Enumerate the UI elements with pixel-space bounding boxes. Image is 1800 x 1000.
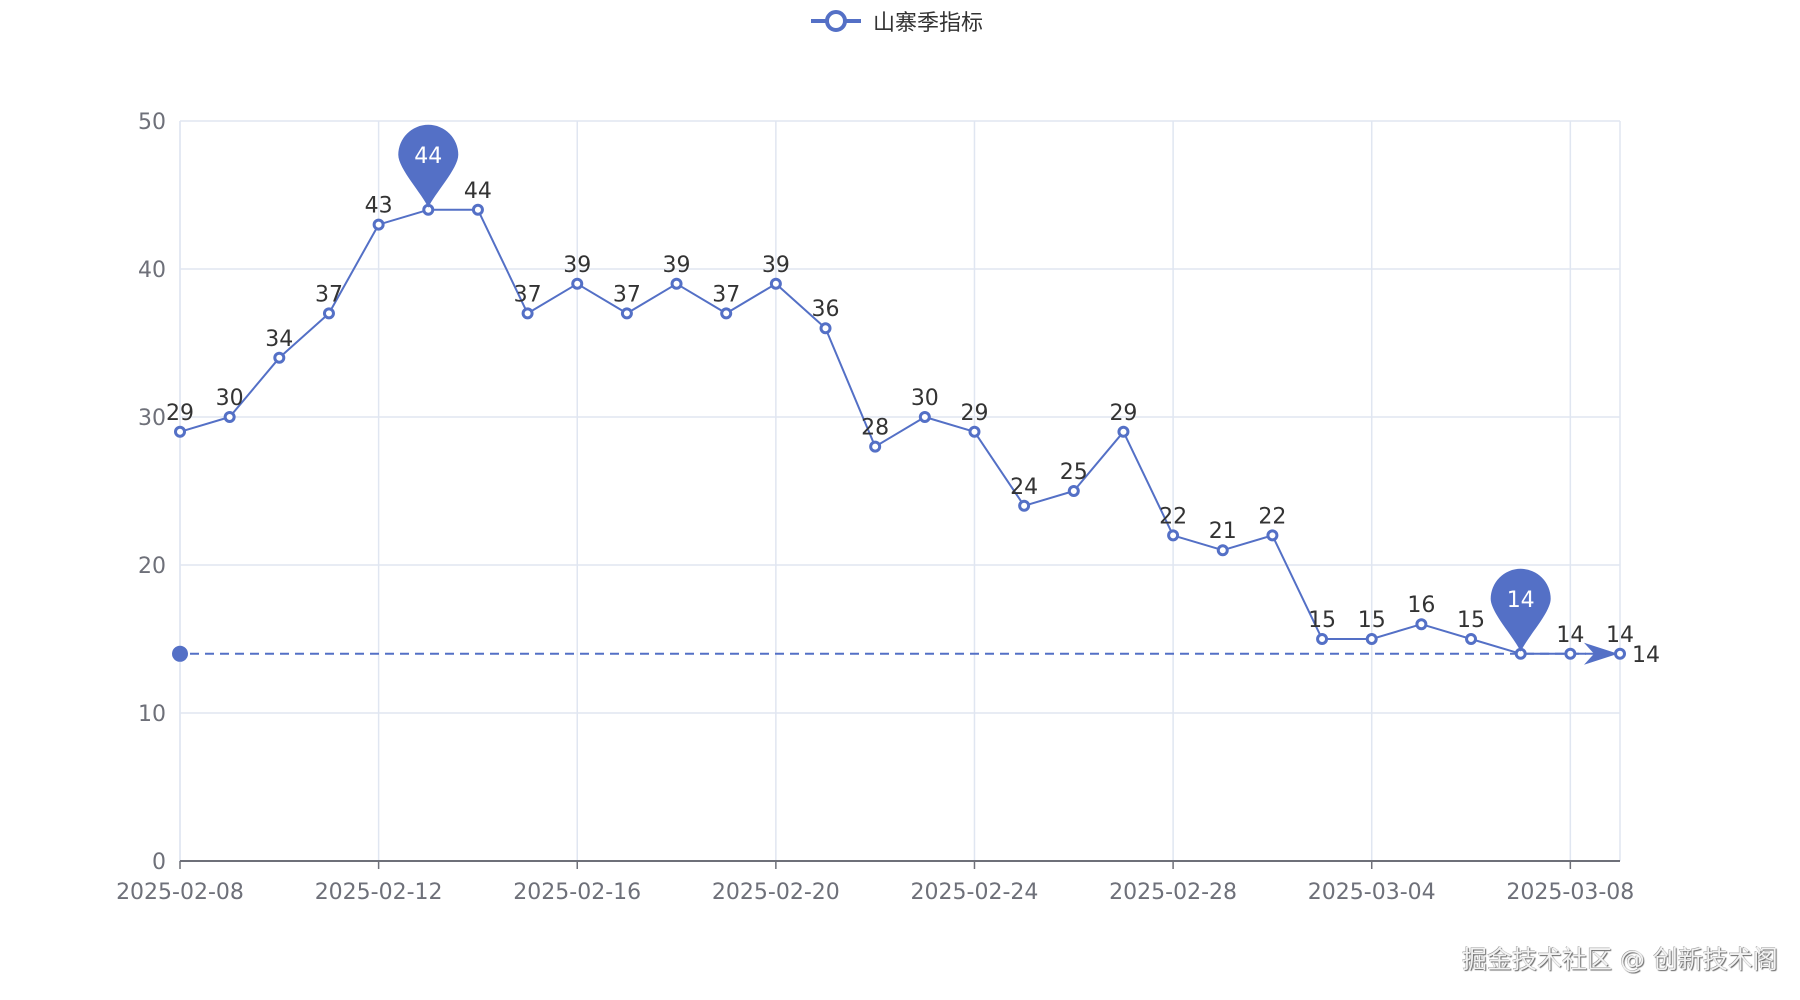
data-point[interactable] xyxy=(1266,529,1279,542)
x-axis: 2025-02-08 2025-02-12 2025-02-16 2025-02-20… xyxy=(116,860,1634,905)
data-points[interactable] xyxy=(174,203,1626,660)
data-label: 22 xyxy=(1159,504,1187,529)
data-label: 24 xyxy=(1010,475,1038,500)
data-point[interactable] xyxy=(1465,633,1478,645)
data-point[interactable] xyxy=(1067,485,1080,497)
data-point[interactable] xyxy=(1167,529,1180,542)
data-label: 14 xyxy=(1556,623,1584,648)
y-tick-label: 10 xyxy=(138,702,166,727)
line-circle-legend-icon xyxy=(811,10,861,32)
data-point[interactable] xyxy=(1564,647,1577,660)
mark-line-start-dot xyxy=(172,645,188,662)
legend-item[interactable]: 山寨季指标 xyxy=(811,6,983,36)
data-point[interactable] xyxy=(620,307,633,320)
mark-line-label: 14 xyxy=(1632,643,1660,668)
data-label: 37 xyxy=(613,282,641,307)
data-point[interactable] xyxy=(372,218,385,231)
min-mark-line: 14 xyxy=(172,642,1660,668)
data-label: 15 xyxy=(1457,608,1485,633)
data-label: 28 xyxy=(861,416,889,441)
series-line xyxy=(179,208,1620,655)
data-label: 14 xyxy=(1606,623,1634,648)
x-tick-label: 2025-02-24 xyxy=(911,880,1039,905)
data-point[interactable] xyxy=(322,307,335,320)
data-label: 30 xyxy=(911,386,939,411)
y-tick-label: 50 xyxy=(138,110,166,135)
data-label: 16 xyxy=(1407,593,1435,618)
min-mark-pin-icon[interactable]: 14 xyxy=(1490,568,1551,652)
data-label: 30 xyxy=(216,386,244,411)
data-point[interactable] xyxy=(571,277,584,290)
data-point[interactable] xyxy=(471,203,484,216)
x-tick-label: 2025-02-12 xyxy=(315,880,443,905)
legend-label: 山寨季指标 xyxy=(873,11,984,36)
data-point[interactable] xyxy=(1216,544,1229,557)
data-label: 44 xyxy=(464,179,492,204)
data-label: 29 xyxy=(1109,401,1137,426)
data-label: 34 xyxy=(265,327,293,352)
data-point[interactable] xyxy=(1614,647,1626,660)
data-label: 25 xyxy=(1060,460,1088,485)
data-point[interactable] xyxy=(918,411,931,423)
max-mark-pin-icon[interactable]: 44 xyxy=(398,124,459,208)
data-point[interactable] xyxy=(720,307,733,320)
data-label: 37 xyxy=(315,282,343,307)
data-point[interactable] xyxy=(174,425,186,438)
data-label: 37 xyxy=(514,282,542,307)
data-point[interactable] xyxy=(1117,425,1130,438)
x-tick-label: 2025-02-16 xyxy=(513,880,641,905)
data-label: 29 xyxy=(166,401,194,426)
data-point[interactable] xyxy=(1316,633,1329,645)
data-point[interactable] xyxy=(521,307,534,320)
mark-pin-label: 44 xyxy=(414,144,442,169)
data-label: 39 xyxy=(563,253,591,278)
x-tick-label: 2025-02-28 xyxy=(1109,880,1237,905)
data-point[interactable] xyxy=(869,440,882,453)
data-point[interactable] xyxy=(223,411,236,423)
data-label: 15 xyxy=(1308,608,1336,633)
data-point[interactable] xyxy=(1415,618,1428,631)
data-label: 39 xyxy=(663,253,691,278)
grid-lines xyxy=(179,120,1621,861)
x-tick-label: 2025-02-08 xyxy=(116,880,244,905)
data-point[interactable] xyxy=(273,351,286,364)
data-label: 15 xyxy=(1358,608,1386,633)
y-tick-label: 40 xyxy=(138,258,166,283)
data-label: 29 xyxy=(960,401,988,426)
data-label: 36 xyxy=(812,297,840,322)
y-tick-label: 20 xyxy=(138,554,166,579)
x-tick-label: 2025-03-04 xyxy=(1308,880,1436,905)
data-point[interactable] xyxy=(670,277,683,290)
y-tick-label: 0 xyxy=(152,850,166,875)
data-label: 43 xyxy=(365,194,393,219)
watermark: 掘金技术社区 @ 创新技术阁 xyxy=(1462,945,1778,974)
x-tick-label: 2025-02-20 xyxy=(712,880,840,905)
data-point[interactable] xyxy=(1365,633,1378,645)
data-labels: 29 30 34 37 43 44 37 39 37 39 37 39 36 28 30 29 24 25 29 22… xyxy=(166,179,1634,648)
data-point[interactable] xyxy=(968,425,981,438)
y-axis: 0 10 20 30 40 50 xyxy=(138,110,166,875)
data-point[interactable] xyxy=(819,322,832,335)
mark-pin-label: 14 xyxy=(1507,588,1535,613)
y-tick-label: 30 xyxy=(138,406,166,431)
data-label: 22 xyxy=(1258,504,1286,529)
data-point[interactable] xyxy=(1018,499,1031,512)
data-label: 21 xyxy=(1209,519,1237,544)
data-label: 39 xyxy=(762,253,790,278)
data-point[interactable] xyxy=(769,277,782,290)
data-label: 37 xyxy=(712,282,740,307)
mark-points[interactable]: 44 14 xyxy=(398,124,1551,652)
x-tick-label: 2025-03-08 xyxy=(1506,880,1634,905)
